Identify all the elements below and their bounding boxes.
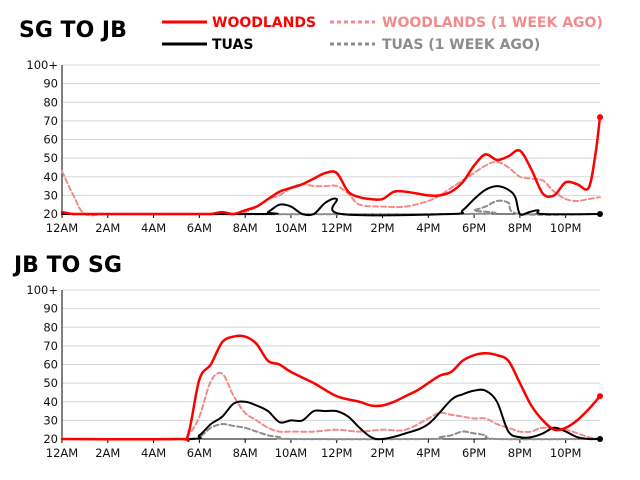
series-line-woodlands-1-week-ago (61, 371, 601, 441)
y-tick-label: 30 (43, 188, 58, 202)
y-tick-label: 60 (43, 133, 58, 147)
series-line-tuas (61, 185, 601, 217)
x-tick-label: 10PM (550, 221, 582, 235)
y-tick-label: 20 (43, 207, 58, 221)
x-tick-label: 12PM (321, 446, 353, 460)
x-tick-label: 8AM (233, 446, 258, 460)
y-tick-label: 30 (43, 413, 58, 427)
y-tick-label: 90 (43, 77, 58, 91)
y-tick-label: 90 (43, 302, 58, 316)
x-tick-label: 12AM (46, 221, 78, 235)
chart-title-sg-to-jb: SG TO JB (19, 18, 127, 43)
chart-panel-sg-to-jb: 20 30 40 50 60 70 80 90 100+ 12AM 2AM 4AM 6AM 8AM 10AM… (26, 58, 603, 235)
x-tick-label: 10AM (275, 446, 307, 460)
x-tick-label: 2PM (370, 446, 394, 460)
x-tick-label: 12AM (46, 446, 78, 460)
series-line-tuas-1-week-ago (61, 199, 601, 216)
y-tick-label: 40 (43, 170, 58, 184)
series-end-marker (597, 114, 603, 121)
series-line-woodlands-1-week-ago (61, 160, 601, 217)
x-tick-label: 4AM (141, 221, 166, 235)
x-tick-label: 2PM (370, 221, 394, 235)
series-line-tuas (61, 388, 601, 441)
legend-label-tuas-week-ago: TUAS (1 WEEK AGO) (382, 37, 540, 53)
series-line-woodlands (60, 115, 602, 216)
series-end-marker (597, 211, 603, 217)
y-tick-label: 50 (43, 151, 58, 165)
x-tick-label: 2AM (95, 221, 120, 235)
series-line-woodlands (60, 334, 602, 442)
x-tick-label: 12PM (321, 221, 353, 235)
legend: WOODLANDS WOODLANDS (1 WEEK AGO) TUAS TU… (162, 15, 603, 53)
y-tick-label: 70 (43, 339, 58, 353)
x-tick-label: 10AM (275, 221, 307, 235)
y-tick-label: 100+ (26, 283, 58, 297)
x-tick-label: 6AM (187, 221, 212, 235)
y-tick-label: 60 (43, 358, 58, 372)
x-tick-label: 4AM (141, 446, 166, 460)
chart-panel-jb-to-sg: 20 30 40 50 60 70 80 90 100+ 12AM 2AM 4AM 6AM 8AM 10AM… (26, 283, 603, 460)
x-tick-label: 4PM (416, 446, 440, 460)
y-tick-label: 70 (43, 114, 58, 128)
y-tick-label: 80 (43, 95, 58, 109)
series-end-marker (597, 436, 603, 442)
legend-label-tuas: TUAS (212, 37, 253, 53)
x-tick-label: 8AM (233, 221, 258, 235)
x-tick-label: 2AM (95, 446, 120, 460)
x-tick-label: 8PM (508, 221, 532, 235)
x-tick-label: 6PM (462, 221, 486, 235)
y-tick-label: 50 (43, 376, 58, 390)
chart-title-jb-to-sg: JB TO SG (12, 253, 122, 278)
series-end-marker (597, 393, 603, 400)
legend-label-woodlands-week-ago: WOODLANDS (1 WEEK AGO) (382, 15, 603, 31)
x-tick-label: 4PM (416, 221, 440, 235)
y-tick-label: 20 (43, 432, 58, 446)
series-line-tuas-1-week-ago (61, 423, 601, 441)
legend-label-woodlands: WOODLANDS (212, 15, 316, 31)
y-tick-label: 40 (43, 395, 58, 409)
x-tick-label: 6AM (187, 446, 212, 460)
x-tick-label: 6PM (462, 446, 486, 460)
y-tick-label: 100+ (26, 58, 58, 72)
y-tick-label: 80 (43, 320, 58, 334)
x-tick-label: 10PM (550, 446, 582, 460)
x-tick-label: 8PM (508, 446, 532, 460)
